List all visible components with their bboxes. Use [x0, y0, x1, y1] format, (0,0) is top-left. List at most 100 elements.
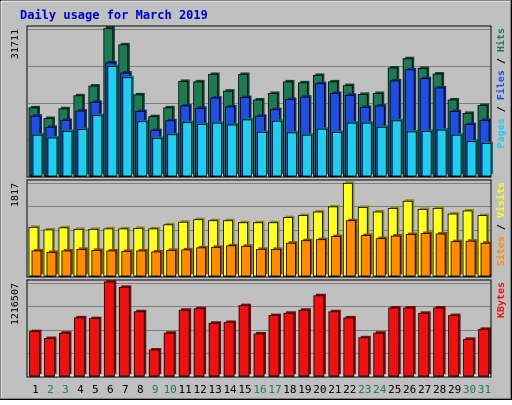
legend-hits: Hits — [495, 28, 507, 52]
bar-kbytes-day-13-face — [208, 322, 220, 377]
bar-pages-day-28-face — [436, 129, 447, 177]
bar-pages-day-23-face — [361, 122, 372, 177]
legend-sites: Sites — [495, 236, 507, 266]
bar-pages-day-15 — [242, 117, 254, 177]
x-tick-label-day-8: 8 — [137, 383, 144, 396]
bar-pages-day-18-face — [287, 132, 297, 177]
bar-sites-day-2-face — [46, 252, 57, 277]
bar-kbytes-day-24-face — [373, 332, 385, 377]
bar-sites-day-20-face — [315, 239, 326, 277]
bar-sites-day-12 — [196, 245, 208, 277]
bar-kbytes-day-5 — [88, 316, 102, 377]
legend-separator: / — [496, 52, 507, 70]
bar-sites-day-31 — [480, 241, 493, 277]
bar-pages-day-18 — [287, 130, 299, 177]
bar-kbytes-day-23 — [358, 335, 371, 377]
bar-kbytes-day-30 — [463, 337, 476, 377]
bar-sites-day-23 — [360, 233, 373, 277]
bar-sites-day-15 — [241, 244, 253, 277]
x-tick-label-day-13: 13 — [208, 383, 221, 396]
bar-sites-day-1 — [31, 248, 43, 277]
bar-pages-day-26-face — [406, 131, 417, 177]
bar-pages-day-14 — [227, 123, 239, 177]
bar-sites-day-16-face — [256, 248, 266, 277]
bar-kbytes-day-1 — [29, 329, 42, 377]
bar-sites-day-12-face — [196, 247, 207, 277]
bar-sites-day-13 — [211, 245, 223, 277]
x-tick-label-day-22: 22 — [343, 383, 356, 396]
bar-sites-day-10-face — [166, 250, 177, 277]
bar-pages-day-30 — [466, 139, 479, 177]
x-axis-labels: 1 2 3 4 5 6 7 8 9 10 11 12 13 14 15 16 17 18 19 20 21 22 23 24 2… — [32, 383, 491, 396]
bar-pages-day-29-face — [451, 134, 462, 177]
bar-pages-day-19-face — [302, 134, 312, 177]
bar-kbytes-day-19 — [298, 308, 311, 377]
panel-requests-legend: Pages / Files / Hits — [495, 28, 507, 148]
bar-sites-day-27 — [420, 231, 433, 277]
bar-pages-day-25-face — [391, 120, 402, 177]
bar-kbytes-day-10-face — [163, 332, 175, 377]
bar-kbytes-day-27-face — [418, 312, 430, 377]
panels-layer: 31711 Pages / Files / Hits 1817 Sites / Vis… — [10, 25, 507, 378]
bar-pages-day-25 — [391, 118, 404, 177]
x-tick-label-day-12: 12 — [194, 383, 207, 396]
bar-kbytes-day-14-face — [223, 322, 235, 377]
bar-pages-day-6 — [107, 64, 119, 177]
bar-kbytes-day-7 — [118, 285, 132, 377]
x-tick-label-day-9: 9 — [152, 383, 159, 396]
panel-visitors-max-label: 1817 — [10, 183, 21, 207]
panel-visitors-legend: Sites / Visits — [495, 182, 507, 266]
bar-kbytes-day-6 — [103, 279, 117, 377]
panel-kbytes: 1216507 KBytes — [10, 279, 507, 378]
bar-pages-day-20-face — [316, 128, 327, 177]
bar-pages-day-10 — [167, 132, 179, 177]
bar-kbytes-day-4 — [74, 315, 87, 377]
bar-pages-day-3-face — [62, 131, 73, 177]
bar-pages-day-27-face — [421, 131, 432, 177]
bar-kbytes-day-16-face — [253, 333, 265, 377]
bar-kbytes-day-11 — [178, 308, 192, 377]
x-tick-label-day-31: 31 — [478, 383, 491, 396]
bar-sites-day-9 — [151, 249, 163, 277]
bar-kbytes-day-9-face — [148, 349, 160, 377]
bar-pages-day-7 — [122, 75, 134, 177]
bar-pages-day-7-face — [122, 77, 133, 177]
bar-kbytes-day-26-face — [403, 307, 415, 377]
bar-sites-day-27-face — [420, 233, 431, 277]
legend-pages: Pages — [496, 118, 507, 148]
bar-kbytes-day-12-face — [193, 308, 205, 377]
bar-pages-day-8-face — [137, 121, 148, 177]
bar-sites-day-22-face — [345, 220, 356, 277]
x-tick-label-day-11: 11 — [179, 383, 192, 396]
bar-sites-day-26 — [405, 232, 418, 277]
bar-sites-day-15-face — [241, 245, 251, 277]
bar-sites-day-13-face — [211, 246, 222, 277]
bar-kbytes-day-25-face — [388, 307, 400, 377]
panel-visitors: 1817 Sites / Visits — [10, 179, 507, 278]
bar-sites-day-10 — [166, 248, 178, 277]
bar-sites-day-4 — [76, 247, 88, 277]
bar-pages-day-9 — [152, 136, 164, 177]
bar-pages-day-16 — [257, 130, 269, 177]
bar-kbytes-day-26 — [403, 305, 416, 377]
bar-pages-day-24-face — [376, 126, 387, 177]
bar-sites-day-1-face — [31, 250, 42, 277]
panel-requests: 31711 Pages / Files / Hits — [10, 25, 507, 178]
bar-pages-day-31-face — [481, 143, 492, 177]
x-tick-label-day-18: 18 — [283, 383, 296, 396]
bar-sites-day-30 — [465, 239, 478, 277]
bar-sites-day-7 — [121, 249, 133, 277]
bar-kbytes-day-16 — [253, 331, 267, 377]
bar-sites-day-18-face — [286, 242, 296, 277]
bar-sites-day-29 — [450, 239, 463, 277]
bar-pages-day-4-face — [77, 129, 88, 177]
x-tick-label-day-14: 14 — [223, 383, 237, 396]
bar-kbytes-day-20 — [313, 293, 326, 377]
x-tick-label-day-4: 4 — [77, 383, 84, 396]
bar-kbytes-day-15 — [238, 303, 252, 377]
bar-pages-day-21 — [331, 130, 344, 177]
x-tick-label-day-16: 16 — [253, 383, 266, 396]
bar-pages-day-8 — [137, 119, 149, 177]
bar-pages-day-3 — [62, 129, 74, 177]
bar-sites-day-25 — [390, 234, 403, 277]
